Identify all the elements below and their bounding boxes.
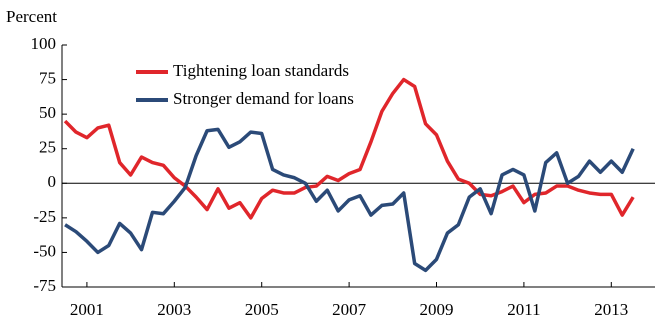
y-tick-label: 100 <box>31 34 57 53</box>
legend-label: Tightening loan standards <box>173 61 349 80</box>
y-tick-label: 50 <box>39 103 56 122</box>
y-tick-label: 25 <box>39 138 56 157</box>
x-tick-label: 2011 <box>507 300 540 319</box>
y-tick-label: 0 <box>48 172 57 191</box>
series-line <box>64 127 635 273</box>
x-tick-label: 2003 <box>157 300 191 319</box>
y-tick-label: 75 <box>39 68 56 87</box>
x-tick-label: 2009 <box>420 300 454 319</box>
x-tick-label: 2001 <box>70 300 104 319</box>
x-tick-label: 2013 <box>594 300 628 319</box>
x-tick-label: 2007 <box>332 300 367 319</box>
y-tick-label: -75 <box>33 276 56 295</box>
x-tick-label: 2005 <box>245 300 279 319</box>
y-axis-label: Percent <box>6 7 57 26</box>
y-tick-label: -25 <box>33 207 56 226</box>
y-tick-label: -50 <box>33 241 56 260</box>
legend-label: Stronger demand for loans <box>173 89 354 108</box>
